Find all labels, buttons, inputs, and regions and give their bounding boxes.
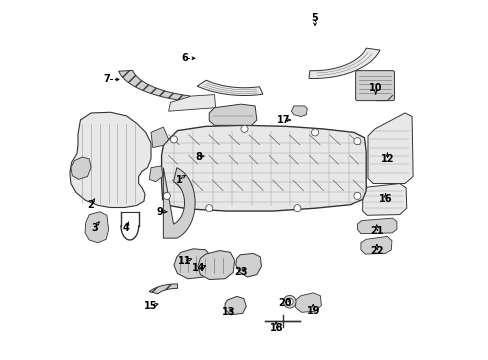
Polygon shape	[161, 125, 366, 211]
Text: 20: 20	[278, 298, 291, 309]
Circle shape	[311, 129, 318, 136]
Polygon shape	[224, 296, 246, 315]
Circle shape	[353, 192, 360, 199]
Text: 3: 3	[91, 222, 98, 233]
Polygon shape	[149, 166, 163, 182]
Polygon shape	[360, 237, 391, 254]
Polygon shape	[357, 218, 396, 234]
Text: 15: 15	[144, 301, 158, 311]
Text: 23: 23	[234, 267, 247, 277]
Circle shape	[293, 205, 300, 212]
Circle shape	[353, 138, 360, 145]
Polygon shape	[119, 70, 190, 101]
Text: 1: 1	[176, 175, 182, 185]
Circle shape	[205, 205, 212, 212]
Polygon shape	[362, 184, 406, 215]
Text: 14: 14	[191, 263, 205, 273]
Polygon shape	[295, 293, 321, 312]
Text: 5: 5	[311, 13, 318, 23]
Circle shape	[283, 295, 295, 308]
Polygon shape	[209, 104, 256, 125]
Polygon shape	[367, 113, 412, 184]
Polygon shape	[168, 95, 215, 111]
Polygon shape	[85, 212, 108, 243]
Text: 18: 18	[269, 323, 283, 333]
Polygon shape	[235, 253, 261, 277]
Circle shape	[241, 125, 247, 132]
Text: 7: 7	[103, 75, 110, 85]
Circle shape	[163, 192, 170, 199]
Polygon shape	[308, 48, 379, 78]
Text: 12: 12	[380, 154, 393, 164]
Polygon shape	[151, 127, 168, 148]
Text: 13: 13	[222, 307, 235, 317]
Polygon shape	[174, 249, 212, 279]
Polygon shape	[198, 251, 234, 279]
Text: 21: 21	[369, 226, 383, 236]
Text: 9: 9	[156, 207, 163, 217]
Polygon shape	[163, 168, 195, 238]
Polygon shape	[70, 112, 151, 207]
Text: 2: 2	[87, 200, 94, 210]
Text: 19: 19	[306, 306, 319, 315]
Polygon shape	[291, 106, 306, 117]
Polygon shape	[149, 284, 177, 294]
Text: 16: 16	[378, 194, 391, 204]
Text: 11: 11	[178, 256, 191, 266]
Text: 22: 22	[369, 246, 383, 256]
Text: 4: 4	[122, 222, 129, 233]
Circle shape	[285, 298, 293, 305]
Text: 6: 6	[181, 53, 187, 63]
Polygon shape	[197, 80, 263, 95]
Text: 10: 10	[368, 83, 382, 93]
Text: 8: 8	[195, 152, 202, 162]
Circle shape	[170, 136, 177, 143]
Text: 17: 17	[276, 115, 289, 125]
FancyBboxPatch shape	[355, 71, 394, 100]
Polygon shape	[71, 157, 91, 179]
